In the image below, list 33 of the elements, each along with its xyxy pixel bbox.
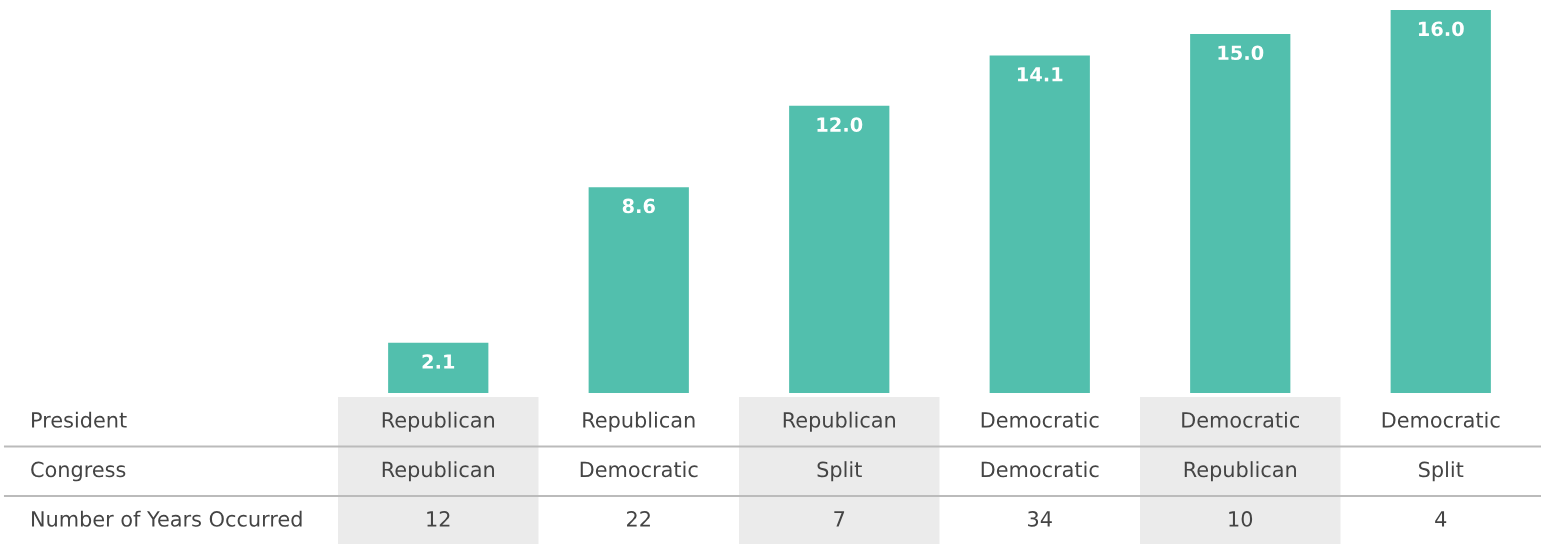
text: Republican: [1184, 461, 1296, 482]
x-tick-label: Democratic: [1182, 411, 1300, 428]
bar: [789, 105, 890, 393]
text: Republican: [382, 461, 494, 482]
data-label: 14.1: [1017, 67, 1063, 82]
text: Democratic: [981, 461, 1099, 478]
text: President: [32, 411, 127, 428]
data-label: 15.0: [1218, 45, 1264, 61]
text: Number of Years Occurred: [32, 510, 302, 527]
bar: [1390, 10, 1491, 393]
text: 12: [427, 511, 450, 527]
data-label: 16.0: [1418, 21, 1464, 37]
bar: [588, 187, 689, 393]
data-label: 8.6: [622, 198, 655, 214]
x-tick-label: Democratic: [1382, 411, 1500, 428]
data-label: 2.1: [422, 354, 455, 369]
x-tick-label: Republican: [382, 411, 494, 432]
bar: [989, 55, 1090, 393]
x-tick-label: Republican: [783, 411, 895, 432]
text: 22: [627, 511, 650, 527]
text: 34: [1028, 511, 1052, 527]
text: Split: [817, 461, 862, 482]
text: Democratic: [580, 461, 698, 478]
text: Split: [1419, 461, 1464, 482]
bar: [1190, 33, 1291, 393]
text: 4: [1435, 511, 1447, 527]
data-label: 12.0: [817, 117, 863, 132]
text: Congress: [31, 461, 126, 482]
text: 7: [834, 511, 845, 527]
text: 10: [1229, 511, 1253, 527]
x-tick-label: Democratic: [981, 411, 1099, 428]
bar: [388, 342, 489, 393]
x-tick-label: Republican: [583, 411, 695, 432]
